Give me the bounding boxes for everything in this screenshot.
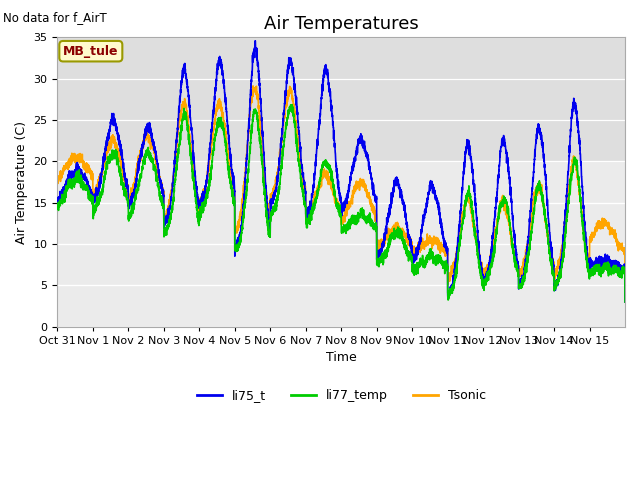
Tsonic (497, 202, 505, 207)
Text: MB_tule: MB_tule (63, 45, 118, 58)
Title: Air Temperatures: Air Temperatures (264, 15, 419, 33)
li77_temp (393, 233, 401, 239)
li77_temp (288, 102, 296, 108)
li77_temp (621, 299, 629, 305)
li75_t (362, 149, 370, 155)
Tsonic (249, 83, 257, 89)
Tsonic (621, 299, 629, 305)
li75_t (172, 156, 179, 161)
li77_temp (540, 204, 547, 210)
Text: No data for f_AirT: No data for f_AirT (3, 11, 107, 24)
li75_t (393, 180, 401, 185)
Bar (58, 79, 625, 120)
li77_temp (497, 200, 505, 205)
Tsonic (540, 202, 547, 208)
li75_t (621, 299, 629, 305)
Tsonic (525, 233, 532, 239)
li75_t (54, 195, 61, 201)
Bar (58, 120, 625, 161)
Tsonic (393, 226, 401, 231)
Legend: li75_t, li77_temp, Tsonic: li75_t, li77_temp, Tsonic (191, 384, 491, 408)
Tsonic (362, 189, 370, 195)
li75_t (525, 225, 532, 230)
Line: Tsonic: Tsonic (58, 86, 625, 302)
Bar (58, 37, 625, 79)
Line: li77_temp: li77_temp (58, 105, 625, 302)
li77_temp (362, 216, 370, 222)
li75_t (540, 156, 547, 161)
Line: li75_t: li75_t (58, 41, 625, 302)
Y-axis label: Air Temperature (C): Air Temperature (C) (15, 120, 28, 243)
li77_temp (54, 205, 61, 211)
X-axis label: Time: Time (326, 351, 356, 364)
li75_t (497, 144, 505, 149)
Tsonic (54, 178, 61, 183)
li75_t (252, 38, 259, 44)
Tsonic (172, 157, 179, 163)
li77_temp (525, 246, 532, 252)
li77_temp (172, 179, 179, 184)
